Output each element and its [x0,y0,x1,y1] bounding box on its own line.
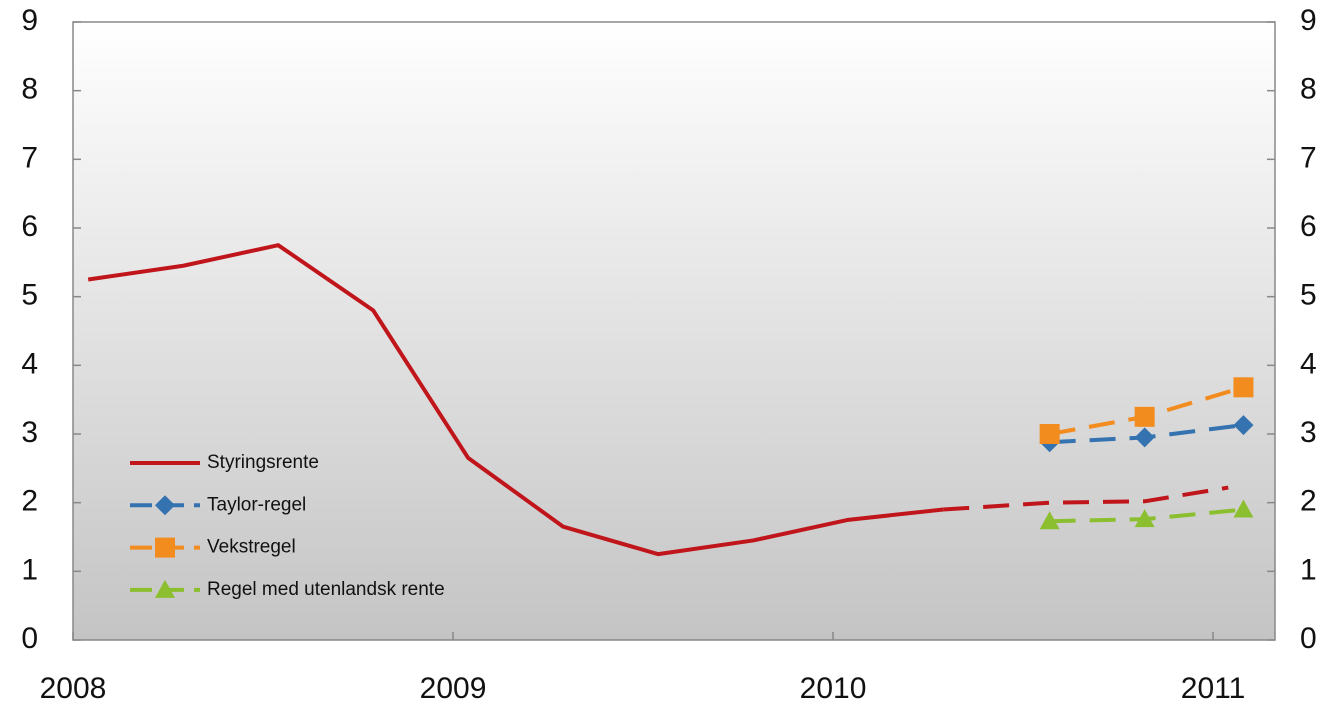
y2-tick-label: 9 [1300,4,1317,37]
series-line [943,485,1229,512]
y-tick-label: 9 [21,4,38,37]
legend-marker [155,579,175,598]
legend-label: Taylor-regel [207,494,306,515]
x-tick-label: 2009 [420,672,487,705]
x-tick-label: 2008 [40,672,107,705]
marker [1233,415,1254,436]
legend-label: Vekstregel [207,537,296,558]
y-tick-label: 0 [21,622,38,655]
y2-tick-label: 2 [1300,485,1317,518]
y-tick-label: 5 [21,279,38,312]
y2-tick-label: 0 [1300,622,1317,655]
marker [1134,427,1155,448]
marker [1039,511,1060,530]
y-tick-label: 6 [21,210,38,243]
y2-tick-label: 6 [1300,210,1317,243]
y2-tick-label: 4 [1300,347,1317,380]
marker [1233,499,1254,518]
y2-tick-label: 3 [1300,416,1317,449]
y-tick-label: 1 [21,553,38,586]
marker [1233,377,1254,398]
y-tick-label: 7 [21,141,38,174]
legend-label: Regel med utenlandsk rente [207,579,445,600]
x-tick-label: 2010 [800,672,867,705]
marker [1134,509,1155,528]
y2-tick-label: 5 [1300,279,1317,312]
y-tick-label: 8 [21,73,38,106]
series-line [87,243,944,557]
marker [1134,406,1155,427]
legend-marker [155,537,175,558]
x-tick-label: 2011 [1181,672,1246,705]
plot-area [72,21,1276,641]
marker [1039,424,1060,444]
y-tick-label: 4 [21,347,38,380]
y2-tick-label: 8 [1300,73,1317,106]
y2-tick-label: 1 [1300,553,1317,586]
legend-marker [155,495,175,516]
y-tick-label: 3 [21,416,38,449]
legend-label: Styringsrente [207,452,319,473]
y-tick-label: 2 [21,485,38,518]
y2-tick-label: 7 [1300,141,1317,174]
